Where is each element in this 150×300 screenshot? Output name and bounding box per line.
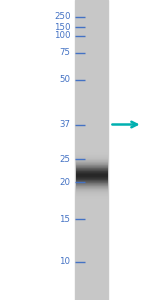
Text: 37: 37 (60, 120, 70, 129)
Bar (75, 0, 108, 300)
Text: 10: 10 (60, 257, 70, 266)
Text: 150: 150 (54, 22, 70, 32)
Text: 75: 75 (60, 48, 70, 57)
Text: 15: 15 (60, 214, 70, 224)
Text: 50: 50 (60, 75, 70, 84)
Text: 25: 25 (60, 154, 70, 164)
Text: 100: 100 (54, 32, 70, 40)
Text: 20: 20 (60, 178, 70, 187)
Text: 250: 250 (54, 12, 70, 21)
